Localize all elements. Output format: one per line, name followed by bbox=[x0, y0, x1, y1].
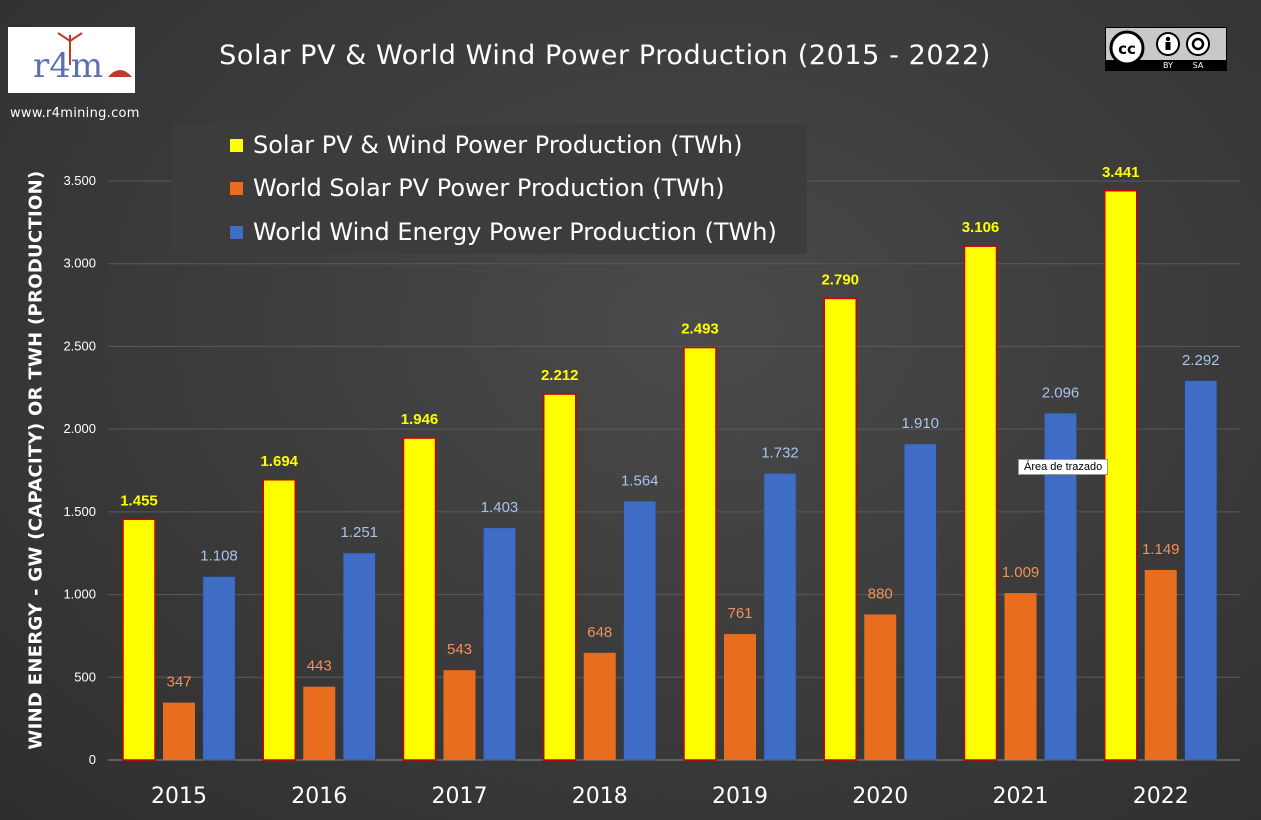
y-tick-label: 500 bbox=[74, 669, 96, 684]
svg-text:BY: BY bbox=[1163, 61, 1173, 70]
data-label-wind-2020: 1.910 bbox=[901, 415, 939, 432]
legend-item-wind: World Wind Energy Power Production (TWh) bbox=[230, 218, 777, 246]
data-label-solar-2015: 347 bbox=[166, 674, 191, 691]
data-label-solar-2019: 761 bbox=[727, 605, 752, 622]
bar-total-2016 bbox=[262, 479, 296, 761]
bar-solar-2022 bbox=[1144, 569, 1177, 760]
x-tick-label: 2016 bbox=[291, 784, 347, 809]
bar-total-2022 bbox=[1104, 190, 1138, 761]
x-tick-label: 2018 bbox=[572, 784, 628, 809]
y-tick-label: 1.500 bbox=[63, 504, 96, 519]
bar-wind-2017 bbox=[483, 527, 516, 761]
data-label-solar-2022: 1.149 bbox=[1142, 541, 1180, 558]
bar-total-2020 bbox=[823, 297, 857, 761]
x-tick-label: 2019 bbox=[712, 784, 768, 809]
y-tick-label: 3.000 bbox=[63, 256, 96, 271]
data-label-total-2022: 3.441 bbox=[1102, 164, 1140, 181]
logo-text: r4m bbox=[33, 46, 103, 86]
data-label-solar-2020: 880 bbox=[868, 585, 893, 602]
data-label-total-2015: 1.455 bbox=[120, 492, 158, 509]
data-label-solar-2021: 1.009 bbox=[1002, 564, 1040, 581]
bar-solar-2021 bbox=[1004, 593, 1037, 760]
bar-solar-2017 bbox=[443, 670, 476, 760]
data-label-wind-2018: 1.564 bbox=[621, 472, 659, 489]
data-label-total-2021: 3.106 bbox=[962, 219, 1000, 236]
data-label-total-2018: 2.212 bbox=[541, 367, 579, 384]
bar-total-2015 bbox=[122, 518, 156, 761]
plot-area-tooltip: Área de trazado bbox=[1018, 459, 1109, 475]
bar-solar-2020 bbox=[864, 614, 897, 760]
data-label-total-2020: 2.790 bbox=[821, 271, 859, 288]
y-tick-label: 1.000 bbox=[63, 587, 96, 602]
legend-item-solar: World Solar PV Power Production (TWh) bbox=[230, 174, 725, 202]
data-label-wind-2021: 2.096 bbox=[1042, 384, 1080, 401]
legend-swatch-wind bbox=[230, 225, 243, 239]
cc-license-badge: cc BY SA bbox=[1105, 27, 1227, 71]
data-label-total-2017: 1.946 bbox=[401, 411, 439, 428]
data-label-wind-2015: 1.108 bbox=[200, 548, 238, 565]
y-tick-label: 0 bbox=[89, 752, 96, 767]
legend: Solar PV & Wind Power Production (TWh) W… bbox=[172, 124, 807, 254]
x-tick-label: 2021 bbox=[993, 784, 1049, 809]
bar-solar-2018 bbox=[583, 652, 616, 760]
data-label-solar-2016: 443 bbox=[307, 658, 332, 675]
bar-wind-2019 bbox=[763, 473, 797, 761]
data-label-wind-2022: 2.292 bbox=[1182, 352, 1220, 369]
bar-wind-2016 bbox=[343, 552, 376, 761]
r4m-logo: r4m bbox=[8, 27, 135, 93]
chart-title: Solar PV & World Wind Power Production (… bbox=[219, 40, 991, 71]
data-label-wind-2016: 1.251 bbox=[340, 524, 378, 541]
legend-label-wind: World Wind Energy Power Production (TWh) bbox=[253, 218, 777, 246]
legend-item-total: Solar PV & Wind Power Production (TWh) bbox=[230, 131, 742, 159]
x-tick-label: 2015 bbox=[151, 784, 207, 809]
x-tick-label: 2017 bbox=[432, 784, 488, 809]
data-label-wind-2017: 1.403 bbox=[481, 499, 519, 516]
bar-wind-2015 bbox=[202, 576, 236, 761]
y-tick-label: 2.500 bbox=[63, 338, 96, 353]
bar-solar-2016 bbox=[303, 686, 336, 760]
legend-swatch-solar bbox=[230, 181, 243, 195]
bar-wind-2018 bbox=[623, 501, 656, 761]
data-label-solar-2017: 543 bbox=[447, 641, 472, 658]
y-tick-label: 3.500 bbox=[63, 173, 96, 188]
bar-total-2018 bbox=[543, 393, 577, 761]
cc-icon: cc bbox=[1118, 40, 1136, 58]
svg-text:SA: SA bbox=[1193, 61, 1204, 70]
data-label-wind-2019: 1.732 bbox=[761, 444, 799, 461]
bar-solar-2015 bbox=[163, 702, 195, 760]
website-url[interactable]: www.r4mining.com bbox=[10, 106, 140, 121]
data-label-total-2016: 1.694 bbox=[260, 453, 298, 470]
y-tick-label: 2.000 bbox=[63, 421, 96, 436]
bar-total-2017 bbox=[402, 437, 437, 761]
bar-wind-2020 bbox=[904, 443, 937, 761]
legend-label-total: Solar PV & Wind Power Production (TWh) bbox=[253, 131, 743, 159]
data-label-solar-2018: 648 bbox=[587, 624, 612, 641]
sa-icon bbox=[1186, 32, 1210, 56]
bar-total-2021 bbox=[963, 245, 998, 761]
bar-total-2019 bbox=[683, 346, 717, 761]
bar-wind-2022 bbox=[1184, 380, 1217, 761]
data-label-total-2019: 2.493 bbox=[681, 321, 719, 338]
legend-swatch-total bbox=[230, 138, 243, 152]
x-tick-label: 2022 bbox=[1133, 784, 1189, 809]
bar-solar-2019 bbox=[724, 634, 756, 760]
legend-label-solar: World Solar PV Power Production (TWh) bbox=[253, 174, 725, 202]
x-tick-label: 2020 bbox=[852, 784, 908, 809]
